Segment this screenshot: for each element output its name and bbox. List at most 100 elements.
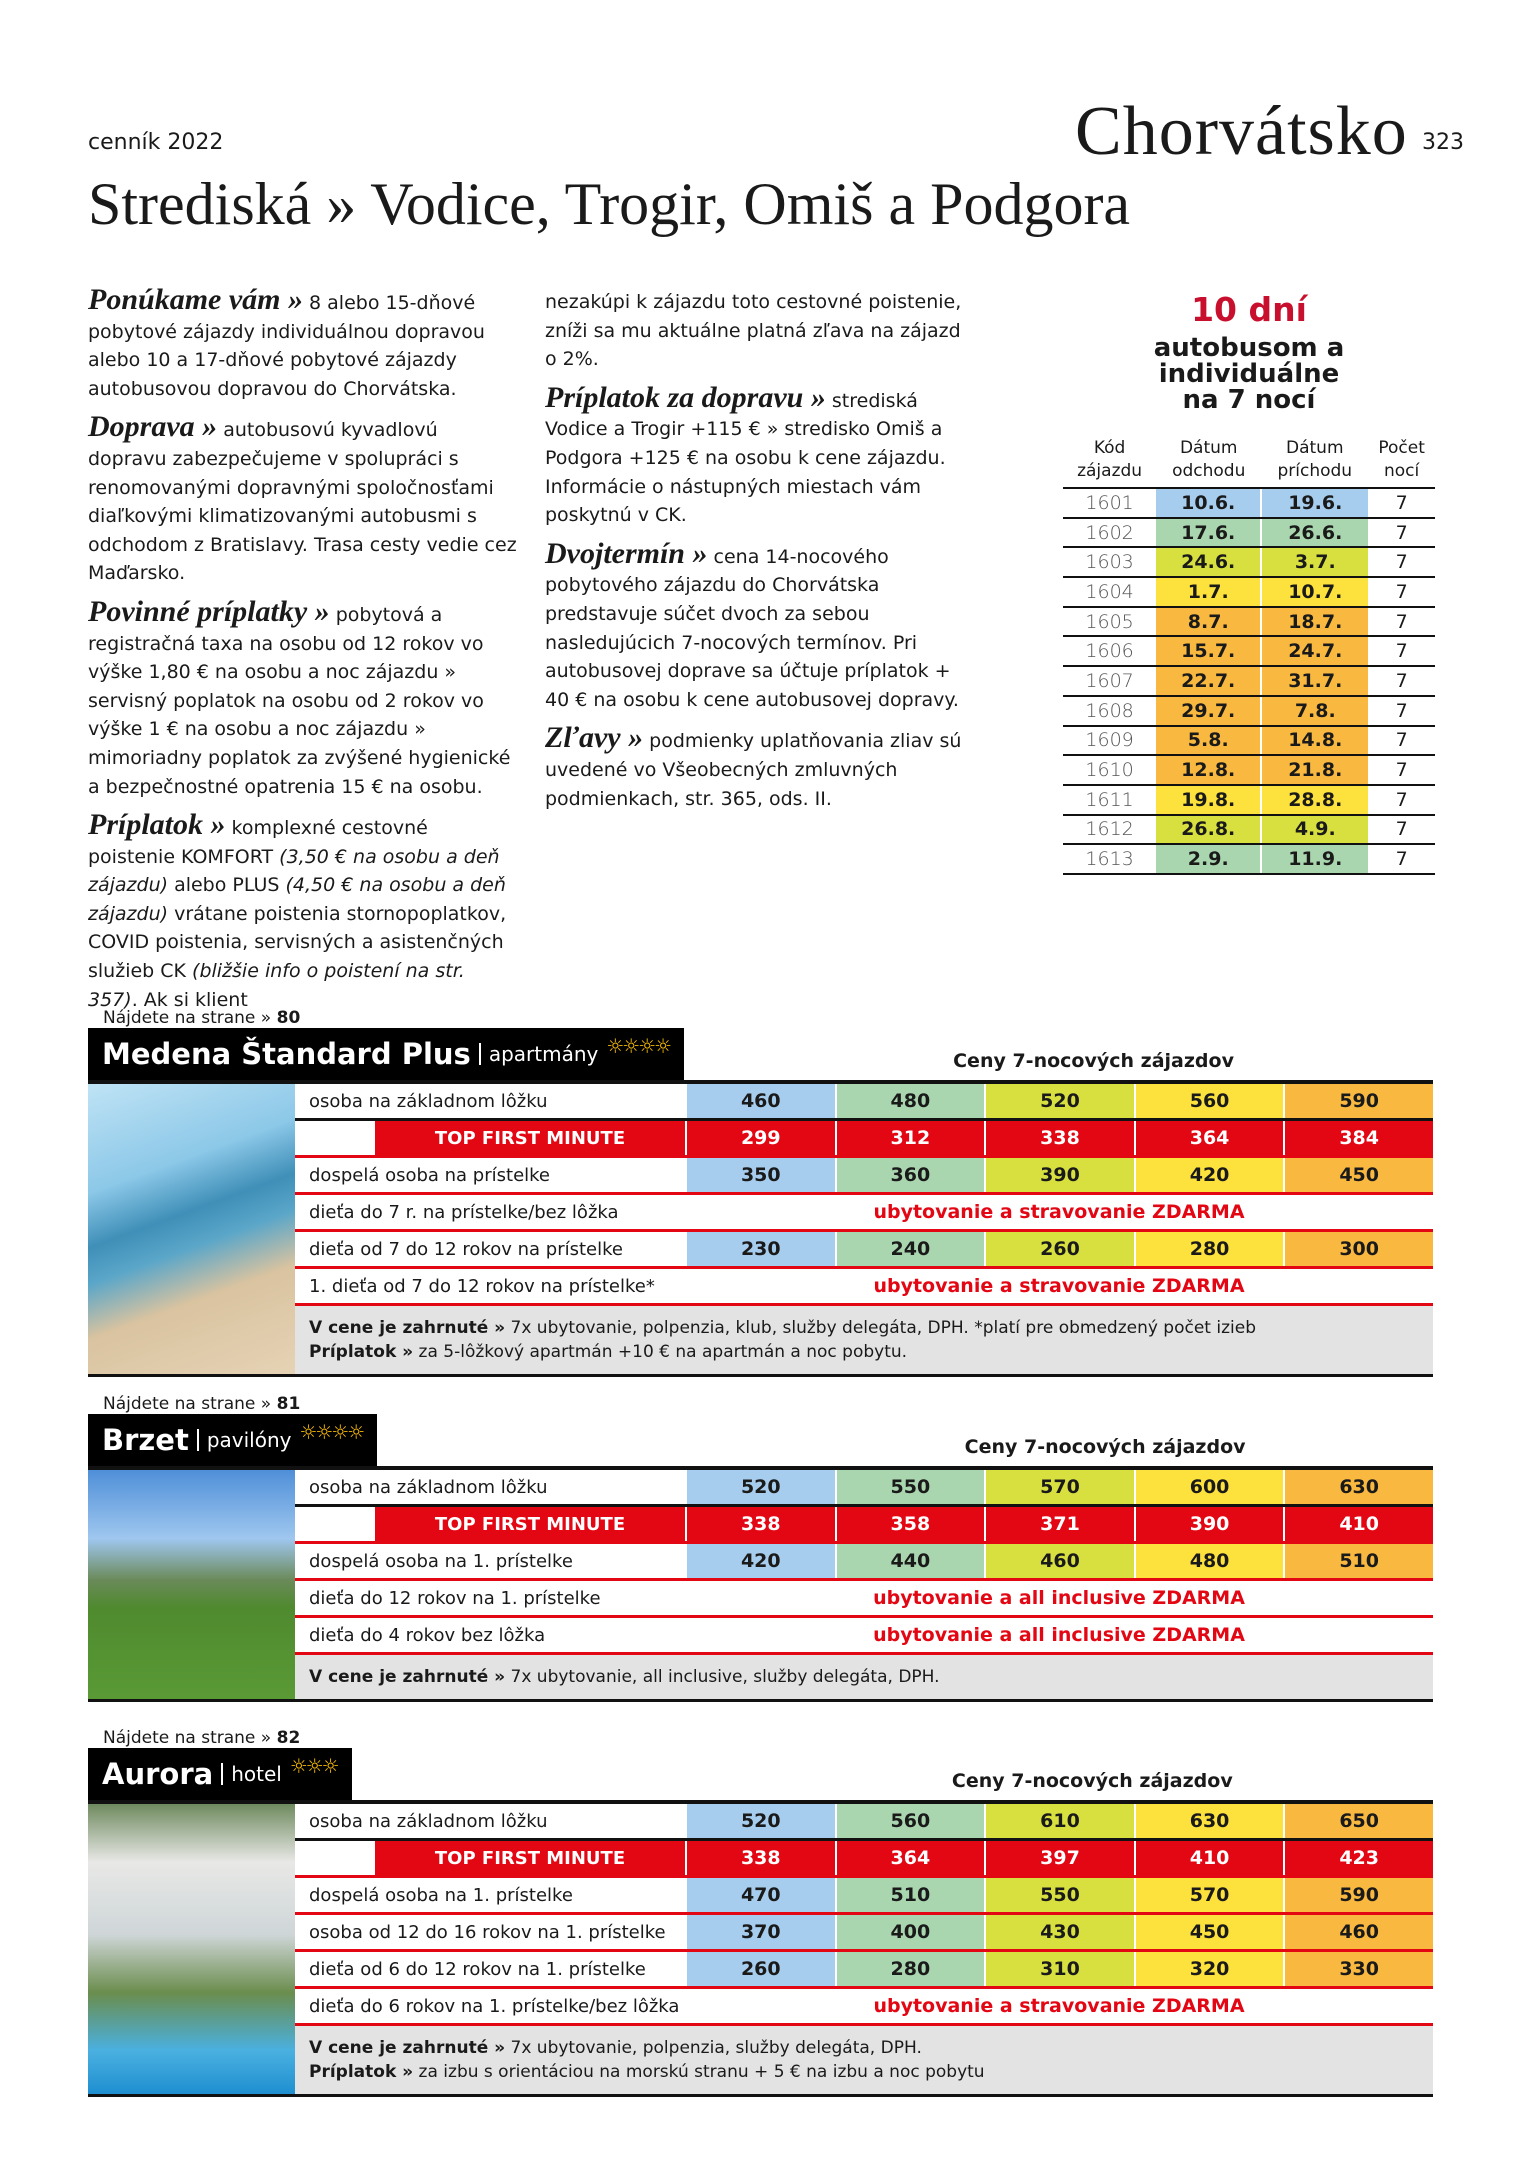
row-label: TOP FIRST MINUTE bbox=[295, 1507, 685, 1541]
tour-code: 1604 bbox=[1063, 577, 1157, 608]
price-cell: 260 bbox=[685, 1952, 835, 1986]
hotel-section-aurora: Nájdete na strane » 82 Aurora hotel ☼☼☼ Ceny… bbox=[88, 1728, 1433, 2097]
row-label: 1. dieťa od 7 do 12 rokov na prístelke* bbox=[309, 1275, 655, 1297]
departure-date: 24.6. bbox=[1156, 547, 1263, 579]
tour-code: 1606 bbox=[1063, 636, 1157, 668]
nights-count: 7 bbox=[1368, 547, 1435, 579]
price-cell: 600 bbox=[1133, 1470, 1284, 1504]
info-paragraph: Príplatok za dopravu » strediská Vodice … bbox=[545, 382, 975, 530]
arrival-date: 14.8. bbox=[1261, 725, 1369, 757]
hotel-header: Medena Štandard Plus apartmány ☼☼☼☼ Ceny 7-… bbox=[88, 1028, 1433, 1080]
note-label: Príplatok » bbox=[309, 1342, 414, 1362]
nights-count: 7 bbox=[1368, 725, 1435, 757]
price-row: dieťa od 6 do 12 rokov na 1. prístelke 26… bbox=[295, 1952, 1433, 1989]
nights-subheading: na 7 nocí bbox=[1182, 385, 1316, 415]
date-table-header: Kód zájazdu bbox=[1063, 437, 1157, 489]
price-cell: 410 bbox=[1283, 1507, 1433, 1541]
departure-date: 5.8. bbox=[1156, 725, 1263, 757]
price-row: dieťa od 7 do 12 rokov na prístelke 230 24… bbox=[295, 1232, 1433, 1269]
tour-code: 1612 bbox=[1063, 814, 1157, 846]
price-cell: 400 bbox=[834, 1915, 985, 1949]
note-label: Príplatok » bbox=[309, 2062, 414, 2082]
tour-code: 1607 bbox=[1063, 666, 1157, 697]
price-cell: 460 bbox=[685, 1084, 835, 1118]
price-cell: 338 bbox=[984, 1121, 1134, 1155]
nights-count: 7 bbox=[1368, 577, 1435, 608]
header-line: Počet bbox=[1378, 438, 1425, 458]
info-heading: Zľavy » bbox=[545, 721, 644, 755]
price-cell: 384 bbox=[1283, 1121, 1433, 1155]
price-cell: 520 bbox=[685, 1804, 835, 1838]
note-line: Príplatok » za izbu s orientáciou na mor… bbox=[309, 2060, 1419, 2084]
price-cell: 650 bbox=[1283, 1804, 1433, 1838]
info-text: nezakúpi k zájazdu toto cestovné poisten… bbox=[545, 291, 962, 371]
arrival-date: 7.8. bbox=[1261, 695, 1369, 727]
row-label: dieťa do 6 rokov na 1. prístelke/bez lôž… bbox=[309, 1995, 680, 2017]
row-label: dospelá osoba na prístelke bbox=[309, 1164, 551, 1186]
price-cell: 330 bbox=[1283, 1952, 1433, 1986]
info-heading: Dvojtermín » bbox=[545, 536, 708, 570]
arrival-date: 31.7. bbox=[1261, 666, 1369, 697]
catalog-page-ref: Nájdete na strane » 81 bbox=[103, 1394, 1433, 1414]
price-cell: 590 bbox=[1283, 1878, 1433, 1912]
nights-count: 7 bbox=[1368, 517, 1435, 549]
top-first-minute-label: TOP FIRST MINUTE bbox=[375, 1121, 685, 1155]
nights-count: 7 bbox=[1368, 606, 1435, 638]
price-cell: 240 bbox=[834, 1232, 985, 1266]
tour-code: 1613 bbox=[1063, 844, 1157, 875]
date-table-header: Dátum príchodu bbox=[1261, 437, 1369, 489]
price-table-title: Ceny 7-nocových zájazdov bbox=[964, 1436, 1246, 1458]
note-text: za 5-lôžkový apartmán +10 € na apartmán … bbox=[413, 1342, 908, 1362]
price-cell: 550 bbox=[984, 1878, 1134, 1912]
price-row: 1. dieťa od 7 do 12 rokov na prístelke* u… bbox=[295, 1269, 1433, 1306]
top-first-minute-row: TOP FIRST MINUTE 299 312 338 364 384 bbox=[295, 1121, 1433, 1158]
header-line: Kód bbox=[1093, 438, 1126, 458]
price-cell: 260 bbox=[984, 1232, 1134, 1266]
tour-code: 1602 bbox=[1063, 517, 1157, 549]
note-text: 7x ubytovanie, all inclusive, služby del… bbox=[505, 1667, 940, 1687]
price-cell: 460 bbox=[984, 1544, 1134, 1578]
header-line: zájazdu bbox=[1077, 461, 1143, 481]
price-row: dieťa do 12 rokov na 1. prístelke ubytova… bbox=[295, 1581, 1433, 1618]
included-note: V cene je zahrnuté » 7x ubytovanie, polp… bbox=[295, 1306, 1433, 1374]
hotel-name: Aurora bbox=[102, 1757, 214, 1791]
info-heading: Príplatok » bbox=[88, 808, 226, 842]
departure-date: 29.7. bbox=[1156, 695, 1263, 727]
arrival-date: 18.7. bbox=[1261, 606, 1369, 638]
row-label: TOP FIRST MINUTE bbox=[295, 1121, 685, 1155]
price-cell: 560 bbox=[1133, 1084, 1284, 1118]
date-row: 1607 22.7. 31.7. 7 bbox=[1063, 666, 1435, 697]
price-cell: 450 bbox=[1283, 1158, 1433, 1192]
price-cell: 630 bbox=[1283, 1470, 1433, 1504]
info-italic: (3,50 € na osobu a deň zájazdu) bbox=[88, 845, 500, 897]
catalog-page-ref: Nájdete na strane » 82 bbox=[103, 1728, 1433, 1748]
price-row: osoba na základnom lôžku 460 480 520 560 590 bbox=[295, 1084, 1433, 1121]
nights-count: 7 bbox=[1368, 666, 1435, 697]
price-row: dieťa do 4 rokov bez lôžka ubytovanie a a… bbox=[295, 1618, 1433, 1655]
info-text: komplexné cestovné poistenie KOMFORT (3,… bbox=[88, 817, 507, 1011]
page-ref-number: 80 bbox=[276, 1008, 301, 1028]
price-cell: 610 bbox=[984, 1804, 1134, 1838]
departure-date: 22.7. bbox=[1156, 666, 1263, 697]
date-table-header: Počet nocí bbox=[1368, 437, 1435, 489]
row-label: dospelá osoba na 1. prístelke bbox=[309, 1884, 573, 1906]
spacer bbox=[295, 1121, 375, 1155]
note-line: V cene je zahrnuté » 7x ubytovanie, polp… bbox=[309, 1316, 1419, 1340]
price-cell: 450 bbox=[1133, 1915, 1284, 1949]
price-cell: 570 bbox=[984, 1470, 1134, 1504]
nights-count: 7 bbox=[1368, 784, 1435, 816]
date-row: 1608 29.7. 7.8. 7 bbox=[1063, 695, 1435, 727]
tour-code: 1611 bbox=[1063, 784, 1157, 816]
date-row: 1612 26.8. 4.9. 7 bbox=[1063, 814, 1435, 846]
accommodation-type: hotel bbox=[221, 1763, 282, 1785]
hotel-name-bar: Medena Štandard Plus apartmány ☼☼☼☼ bbox=[88, 1028, 685, 1080]
price-cell: 338 bbox=[685, 1841, 835, 1875]
top-first-minute-row: TOP FIRST MINUTE 338 364 397 410 423 bbox=[295, 1841, 1433, 1878]
hotel-photo bbox=[88, 1804, 295, 2094]
row-label: osoba na základnom lôžku bbox=[309, 1810, 548, 1832]
transport-subheading: autobusom a individuálne bbox=[1153, 333, 1345, 389]
note-line: Príplatok » za 5-lôžkový apartmán +10 € … bbox=[309, 1340, 1419, 1364]
nights-count: 7 bbox=[1368, 488, 1435, 519]
info-text: pobytová a registračná taxa na osobu od … bbox=[88, 603, 511, 798]
price-table: osoba na základnom lôžku 520 560 610 630 650 T… bbox=[295, 1804, 1433, 2094]
